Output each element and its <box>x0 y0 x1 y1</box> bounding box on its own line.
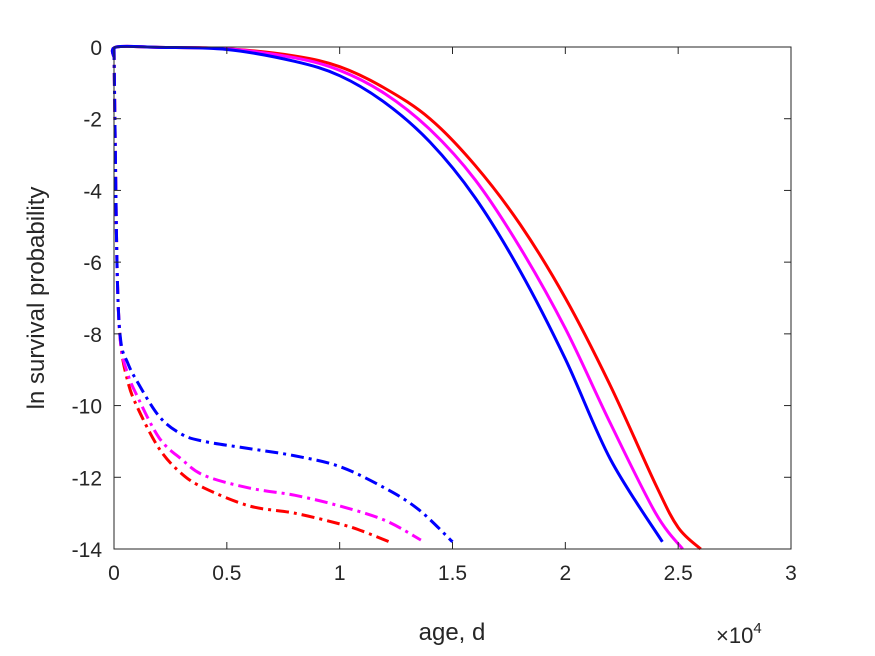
dashdot-series-line-5 <box>112 46 454 543</box>
y-tick-label: -8 <box>83 324 102 347</box>
x-multiplier-exponent: 4 <box>753 620 761 637</box>
x-tick-label: 0 <box>108 562 120 585</box>
y-tick-label: -12 <box>72 467 102 490</box>
plot-background <box>114 47 791 549</box>
y-tick-label: 0 <box>90 37 102 60</box>
x-tick-label: 1.5 <box>438 562 467 585</box>
x-axis-label: age, d <box>419 619 486 646</box>
x-tick-label: 2.5 <box>664 562 693 585</box>
y-tick-label: -10 <box>72 396 102 419</box>
y-tick-label: -4 <box>83 180 102 203</box>
x-tick-label: 2 <box>559 562 571 585</box>
tick-layer: 0 0.5 1 1.5 2 2.5 3 0 -2 -4 -6 -8 -10 -12 -14 <box>72 37 797 585</box>
x-tick-label: 0.5 <box>212 562 241 585</box>
y-tick-label: -6 <box>83 252 102 275</box>
x-multiplier-base: ×10 <box>716 623 753 648</box>
y-axis-label: ln survival probability <box>23 187 50 410</box>
x-tick-label: 1 <box>334 562 346 585</box>
y-tick-label: -14 <box>72 539 103 562</box>
x-tick-label: 3 <box>785 562 797 585</box>
y-tick-label: -2 <box>83 109 102 132</box>
x-multiplier-label: ×104 <box>716 620 762 648</box>
